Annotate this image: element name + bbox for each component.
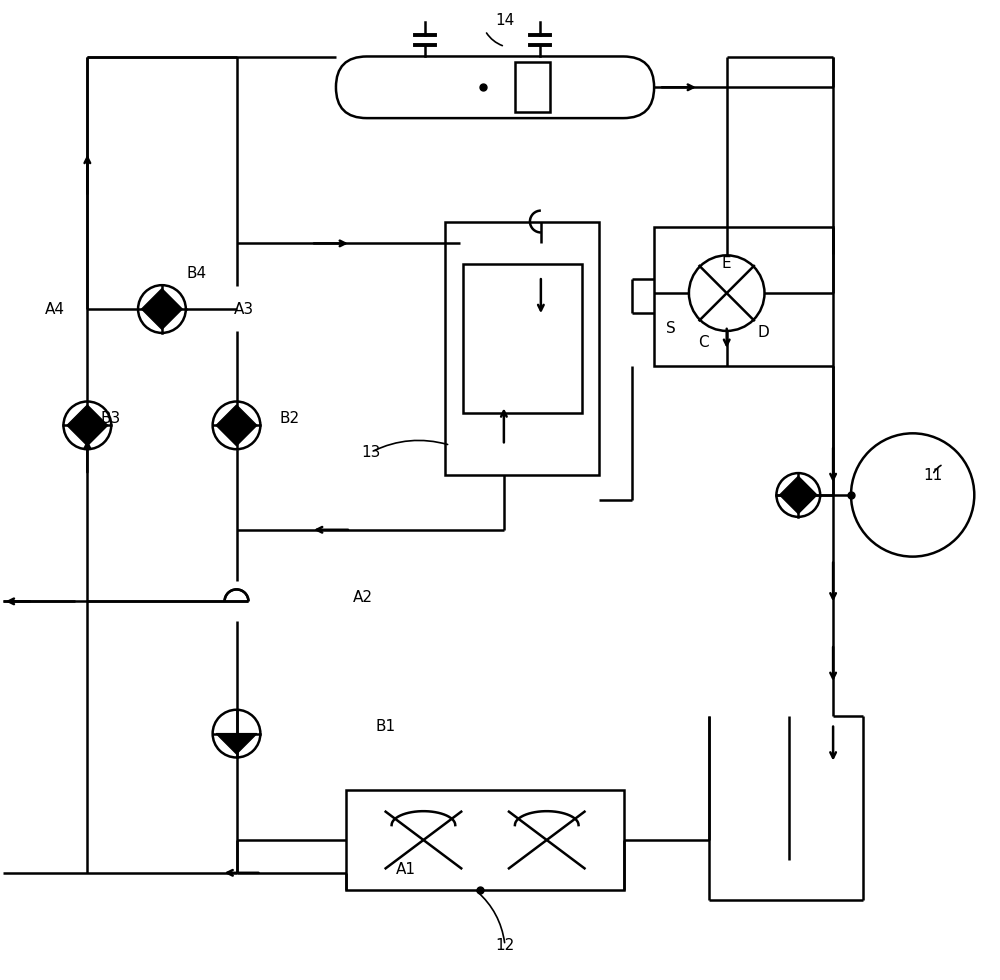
Polygon shape [67, 425, 108, 446]
Text: C: C [699, 335, 709, 350]
Polygon shape [142, 289, 182, 309]
Text: B3: B3 [100, 411, 120, 426]
Text: A1: A1 [396, 862, 416, 877]
Text: 14: 14 [495, 13, 515, 28]
Text: A4: A4 [45, 302, 65, 317]
Bar [346, 790, 624, 890]
Text: 12: 12 [495, 938, 515, 953]
Text: S: S [666, 321, 676, 336]
Bar [463, 265, 582, 414]
Bar [445, 221, 599, 475]
Text: 11: 11 [923, 467, 942, 482]
Text: D: D [758, 325, 769, 340]
Text: B1: B1 [376, 719, 396, 734]
Polygon shape [142, 309, 182, 329]
Polygon shape [216, 425, 257, 446]
Text: A2: A2 [353, 590, 373, 605]
Bar [515, 63, 550, 112]
Text: 13: 13 [361, 445, 380, 460]
Text: B4: B4 [187, 266, 207, 280]
Polygon shape [216, 734, 257, 754]
Text: E: E [722, 256, 732, 270]
Polygon shape [780, 495, 817, 514]
Polygon shape [67, 405, 108, 425]
Polygon shape [216, 405, 257, 425]
Text: A3: A3 [233, 302, 254, 317]
Bar [654, 226, 833, 366]
Polygon shape [780, 476, 817, 495]
Text: B2: B2 [279, 411, 299, 426]
